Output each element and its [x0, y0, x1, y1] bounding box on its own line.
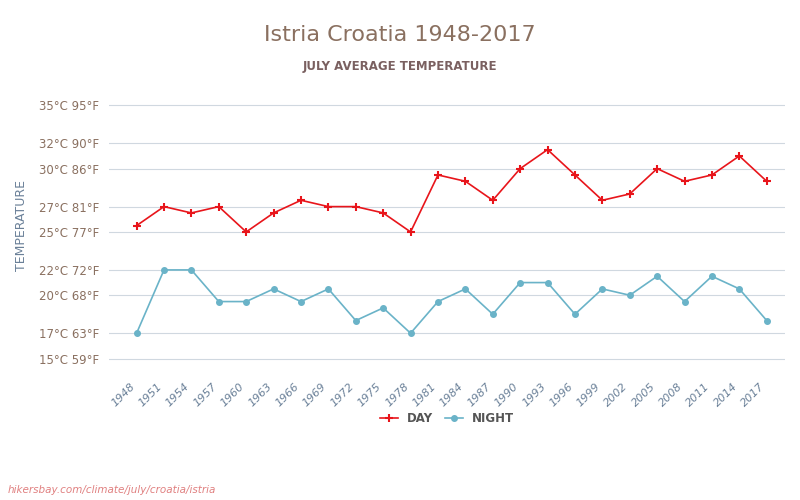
NIGHT [433, 298, 442, 304]
DAY [378, 210, 388, 216]
DAY [296, 198, 306, 203]
DAY [707, 172, 717, 178]
Text: hikersbay.com/climate/july/croatia/istria: hikersbay.com/climate/july/croatia/istri… [8, 485, 216, 495]
DAY [542, 146, 552, 152]
NIGHT [159, 267, 169, 273]
DAY [159, 204, 169, 210]
NIGHT [542, 280, 552, 285]
DAY [132, 222, 142, 228]
DAY [351, 204, 361, 210]
DAY [570, 172, 580, 178]
DAY [242, 229, 251, 235]
NIGHT [734, 286, 744, 292]
NIGHT [625, 292, 634, 298]
Text: Istria Croatia 1948-2017: Istria Croatia 1948-2017 [264, 25, 536, 45]
NIGHT [598, 286, 607, 292]
NIGHT [762, 318, 771, 324]
NIGHT [323, 286, 333, 292]
NIGHT [461, 286, 470, 292]
NIGHT [378, 305, 388, 311]
NIGHT [132, 330, 142, 336]
DAY [269, 210, 278, 216]
NIGHT [186, 267, 196, 273]
NIGHT [515, 280, 525, 285]
NIGHT [296, 298, 306, 304]
DAY [680, 178, 690, 184]
NIGHT [707, 273, 717, 279]
DAY [762, 178, 771, 184]
DAY [406, 229, 415, 235]
DAY [323, 204, 333, 210]
DAY [515, 166, 525, 172]
DAY [461, 178, 470, 184]
DAY [488, 198, 498, 203]
NIGHT [652, 273, 662, 279]
DAY [598, 198, 607, 203]
DAY [734, 153, 744, 159]
NIGHT [488, 311, 498, 317]
DAY [433, 172, 442, 178]
DAY [625, 191, 634, 197]
NIGHT [242, 298, 251, 304]
Text: JULY AVERAGE TEMPERATURE: JULY AVERAGE TEMPERATURE [302, 60, 498, 73]
NIGHT [214, 298, 223, 304]
NIGHT [351, 318, 361, 324]
NIGHT [406, 330, 415, 336]
DAY [652, 166, 662, 172]
NIGHT [269, 286, 278, 292]
DAY [186, 210, 196, 216]
DAY [214, 204, 223, 210]
Line: DAY: DAY [133, 146, 771, 236]
NIGHT [570, 311, 580, 317]
Y-axis label: TEMPERATURE: TEMPERATURE [15, 180, 28, 271]
Legend: DAY, NIGHT: DAY, NIGHT [375, 407, 519, 430]
NIGHT [680, 298, 690, 304]
Line: NIGHT: NIGHT [134, 267, 770, 336]
